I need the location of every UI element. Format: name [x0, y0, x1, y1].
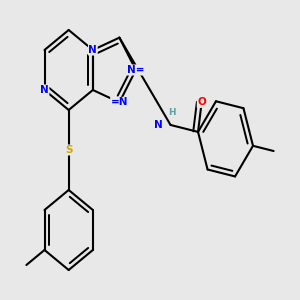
Text: O: O: [197, 98, 206, 107]
Text: N: N: [88, 45, 97, 55]
Text: N: N: [40, 85, 49, 95]
Text: S: S: [65, 145, 72, 155]
Text: N: N: [154, 120, 163, 130]
Text: N=: N=: [127, 65, 145, 75]
Text: H: H: [168, 109, 176, 118]
Text: =N: =N: [111, 98, 128, 107]
